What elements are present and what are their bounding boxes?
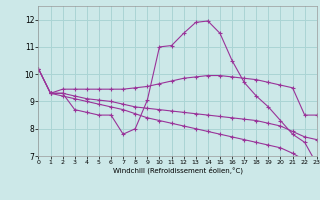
X-axis label: Windchill (Refroidissement éolien,°C): Windchill (Refroidissement éolien,°C) <box>113 167 243 174</box>
